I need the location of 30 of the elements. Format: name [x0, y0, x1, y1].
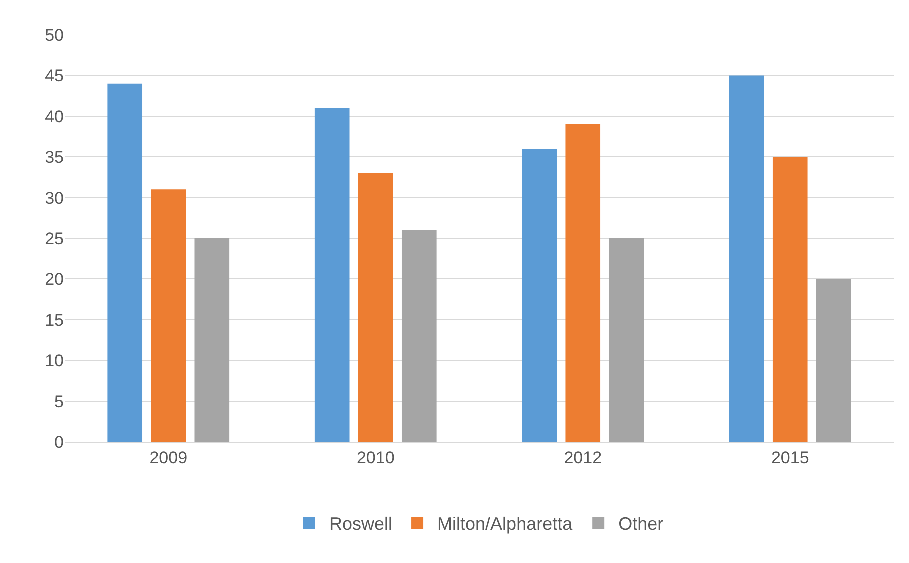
bar: [402, 230, 437, 442]
y-tick-label: 30: [45, 188, 64, 208]
legend-label: Other: [618, 514, 664, 534]
legend-label: Milton/Alpharetta: [438, 514, 574, 534]
bar: [566, 124, 601, 442]
bar: [522, 148, 558, 442]
bar: [194, 238, 230, 442]
y-tick-label: 35: [45, 148, 64, 168]
y-tick-label: 10: [45, 352, 64, 371]
bar: [314, 108, 350, 442]
bar: [729, 76, 764, 442]
y-tick-label: 50: [45, 26, 64, 45]
bar: [358, 173, 394, 442]
bar: [816, 279, 852, 442]
x-tick-label: 2015: [771, 448, 810, 468]
bar: [772, 157, 808, 442]
y-tick-label: 0: [54, 432, 64, 452]
y-tick-label: 40: [45, 107, 64, 126]
y-tick-label: 5: [54, 392, 64, 412]
y-tick-label: 45: [45, 66, 64, 86]
bar: [151, 190, 186, 442]
legend-label: Roswell: [330, 514, 393, 534]
bar: [609, 238, 644, 442]
y-tick-label: 25: [45, 229, 64, 248]
x-tick-label: 2010: [356, 448, 395, 468]
x-tick-label: 2009: [150, 448, 188, 468]
y-tick-label: 15: [45, 310, 64, 330]
bar: [108, 84, 143, 442]
y-tick-label: 20: [45, 270, 64, 290]
x-tick-label: 2012: [564, 448, 602, 468]
